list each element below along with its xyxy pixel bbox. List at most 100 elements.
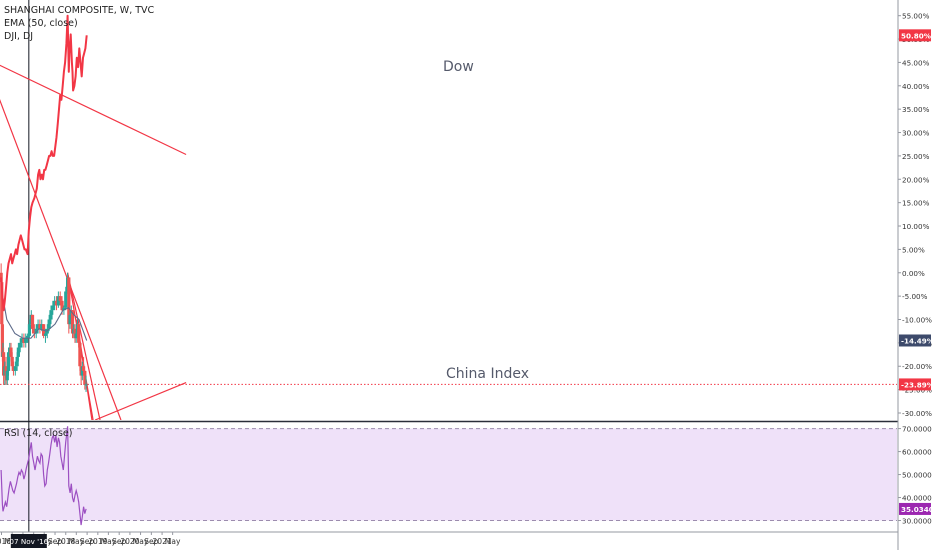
candle-body-25 — [32, 328, 36, 334]
main-y-tick-label: 5.00% — [902, 245, 925, 254]
main-y-tick-label: 55.00% — [902, 12, 930, 21]
x-tick-label: May — [133, 537, 149, 546]
candle-body-21 — [26, 335, 30, 339]
trendline-6 — [94, 382, 187, 420]
candle-body-22 — [27, 324, 32, 336]
candle-body-24 — [30, 314, 35, 329]
rsi-y-tick-label: 30.0000 — [902, 517, 932, 526]
candle-body-15 — [15, 356, 19, 367]
price-tag-3-box — [899, 378, 931, 391]
price-tag-1-label: 50.80% — [901, 31, 931, 40]
price-tag-3-label: -23.89% — [901, 380, 932, 389]
candle-body-17 — [18, 342, 22, 348]
candle-body-40 — [60, 300, 64, 311]
candle-body-14 — [13, 366, 17, 371]
candle-body-16 — [16, 347, 20, 357]
china-annotation: China Index — [446, 366, 529, 382]
series-layer — [0, 14, 88, 526]
price-tag-2-label: -14.49% — [901, 336, 932, 345]
grid-layer — [0, 0, 898, 532]
main-y-tick-label: -10.00% — [902, 316, 932, 325]
rsi-y-tick-label: 50.0000 — [902, 471, 932, 480]
x-tick-label: 2020 — [120, 537, 139, 546]
main-y-tick-label: 15.00% — [902, 199, 930, 208]
x-tick-label: May — [165, 537, 181, 546]
x-tick-label: 2019 — [88, 537, 107, 546]
candle-body-3 — [0, 324, 4, 357]
rsi-band-layer — [0, 428, 897, 522]
candle-body-57 — [83, 370, 87, 385]
main-y-tick-label: 45.00% — [902, 58, 930, 67]
x-tick-label: Sep — [112, 537, 126, 546]
rsi-legend: RSI (14, close) — [4, 428, 72, 439]
candle-body-19 — [22, 338, 26, 343]
candle-body-9 — [6, 352, 11, 371]
rsi-value-tag-label: 35.0340 — [901, 505, 932, 514]
candle-body-28 — [38, 324, 42, 329]
candle-body-52 — [77, 324, 81, 343]
price-tag-2-box — [899, 334, 931, 347]
x-tick-label: 2018 — [56, 537, 75, 546]
x-tick-label: 2016 — [0, 537, 11, 546]
cursor-date-box — [10, 534, 47, 548]
main-y-tick-label: 10.00% — [902, 222, 930, 231]
main-y-tick-label: 20.00% — [902, 175, 930, 184]
ema-line — [1, 291, 88, 341]
x-tick-label: Sep — [144, 537, 158, 546]
candle-body-38 — [56, 296, 60, 306]
rsi-y-tick-label: 60.0000 — [902, 448, 932, 457]
rsi-y-tick-label: 70.0000 — [902, 425, 932, 434]
main-y-tick-label: 35.00% — [902, 105, 930, 114]
chart-title: SHANGHAI COMPOSITE, W, TVC — [4, 5, 155, 16]
candle-body-47 — [70, 310, 75, 334]
main-y-tick-label: -20.00% — [902, 362, 932, 371]
overlay-legend: DJI, DJ — [4, 31, 33, 42]
rsi-y-tick-label: 40.0000 — [902, 494, 932, 503]
candle-body-8 — [5, 370, 9, 381]
candle-body-53 — [78, 342, 82, 367]
candle-body-56 — [81, 366, 86, 371]
candle-body-35 — [51, 305, 55, 311]
candle-body-50 — [74, 333, 78, 339]
candle-body-20 — [24, 338, 28, 343]
dji-line — [0, 14, 88, 312]
candle-body-37 — [54, 300, 59, 306]
main-y-tick-label: -30.00% — [902, 409, 932, 418]
main-y-tick-label: 0.00% — [902, 269, 925, 278]
candle-body-5 — [2, 352, 6, 376]
rsi-line — [0, 426, 87, 526]
candle-body-45 — [68, 314, 72, 325]
main-y-tick-label: 30.00% — [902, 129, 930, 138]
candle-body-58 — [84, 384, 88, 386]
trendline-1 — [0, 64, 187, 156]
trendline-3 — [67, 272, 101, 420]
candle-body-36 — [53, 300, 57, 306]
candle-body-2 — [0, 282, 4, 325]
dow-annotation: Dow — [443, 59, 474, 75]
candle-body-31 — [43, 333, 48, 336]
candle-body-27 — [36, 324, 40, 329]
candle-body-39 — [58, 296, 62, 301]
candle-body-33 — [47, 319, 51, 329]
main-y-tick-label: 25.00% — [902, 152, 930, 161]
candle-body-41 — [62, 307, 66, 311]
x-tick-label: May — [101, 537, 117, 546]
main-y-tick-label: 40.00% — [902, 82, 930, 91]
main-y-tick-label: -5.00% — [902, 292, 928, 301]
x-tick-label: Sep — [48, 537, 62, 546]
trendline-2 — [0, 99, 122, 420]
candle-body-11 — [9, 347, 13, 357]
price-tag-1-box — [899, 29, 931, 42]
candle-body-29 — [40, 324, 44, 329]
cursor-date-label: 07 Nov '16 — [9, 537, 48, 546]
candle-body-42 — [64, 291, 68, 308]
candle-body-44 — [67, 277, 71, 325]
rsi-band-fill — [0, 428, 897, 521]
ema-legend: EMA (50, close) — [4, 18, 78, 29]
candle-body-34 — [49, 310, 53, 320]
candle-body-13 — [11, 366, 16, 371]
x-tick-label: 2021 — [153, 537, 172, 546]
x-tick-label: Sep — [80, 537, 94, 546]
